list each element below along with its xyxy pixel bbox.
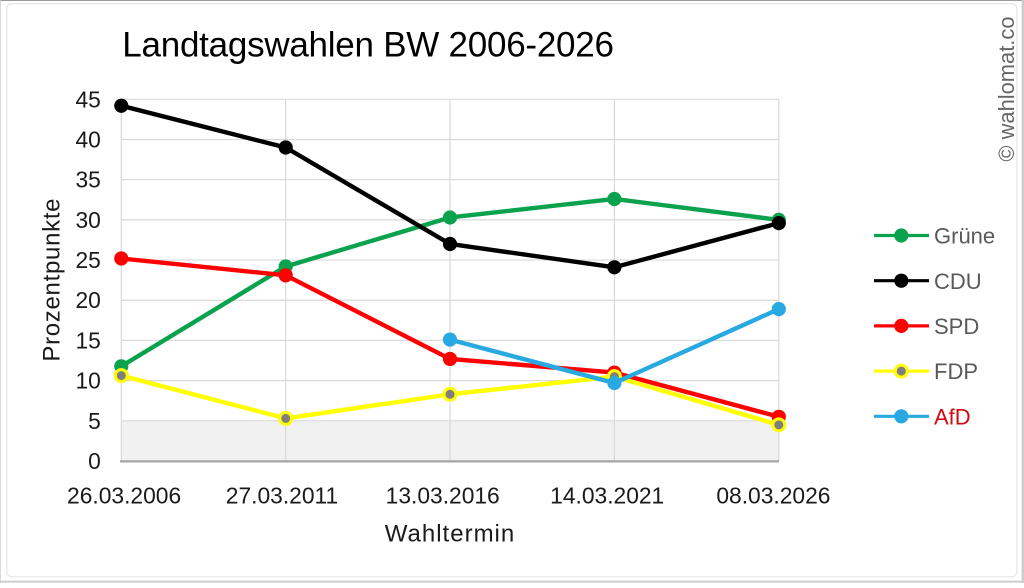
- svg-text:25: 25: [75, 247, 100, 273]
- svg-text:CDU: CDU: [934, 269, 982, 294]
- svg-text:13.03.2016: 13.03.2016: [386, 483, 500, 509]
- svg-text:15: 15: [75, 327, 100, 353]
- svg-text:Wahltermin: Wahltermin: [385, 521, 515, 548]
- svg-text:© wahlomat.co: © wahlomat.co: [994, 16, 1019, 161]
- svg-text:10: 10: [75, 368, 100, 394]
- svg-text:Grüne: Grüne: [934, 224, 995, 249]
- svg-text:26.03.2006: 26.03.2006: [67, 483, 181, 509]
- svg-text:14.03.2021: 14.03.2021: [550, 483, 664, 509]
- svg-text:SPD: SPD: [934, 314, 979, 339]
- svg-text:5: 5: [88, 408, 101, 434]
- svg-text:40: 40: [75, 127, 100, 153]
- svg-text:20: 20: [75, 287, 100, 313]
- svg-text:27.03.2011: 27.03.2011: [226, 483, 338, 509]
- svg-text:Prozentpunkte: Prozentpunkte: [39, 198, 66, 362]
- svg-text:AfD: AfD: [934, 404, 971, 429]
- svg-text:FDP: FDP: [934, 359, 978, 384]
- svg-text:30: 30: [75, 207, 100, 233]
- svg-text:35: 35: [75, 167, 100, 193]
- svg-text:08.03.2026: 08.03.2026: [716, 483, 830, 509]
- svg-text:Landtagswahlen BW 2006-2026: Landtagswahlen BW 2006-2026: [122, 25, 613, 64]
- svg-text:0: 0: [88, 448, 101, 474]
- svg-text:45: 45: [75, 86, 100, 112]
